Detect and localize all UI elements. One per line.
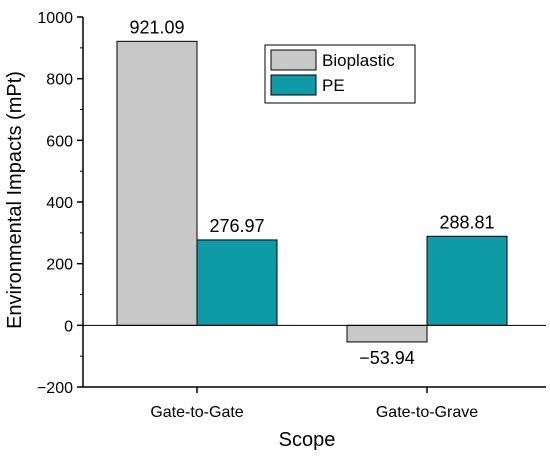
legend-label-bioplastic: Bioplastic: [322, 51, 395, 70]
bar-bioplastic-gate-to-grave: [346, 324, 428, 343]
x-tick-label: Gate-to-Grave: [376, 404, 478, 421]
legend-swatch-bioplastic: [270, 49, 317, 71]
legend-label-pe: PE: [322, 76, 345, 95]
bar-pe-gate-to-gate: [196, 239, 278, 326]
x-tick-label: Gate-to-Gate: [150, 404, 243, 421]
bar-pe-gate-to-grave: [426, 235, 508, 326]
y-tick-label: 0: [64, 318, 73, 335]
data-labels: 921.09 −53.94 276.97 288.81: [129, 17, 494, 368]
y-tick-label: 600: [46, 133, 73, 150]
y-tick-label: 200: [46, 257, 73, 274]
data-label: 921.09: [129, 17, 184, 37]
bars: [116, 40, 508, 343]
x-ticks: Gate-to-Gate Gate-to-Grave: [150, 387, 478, 421]
data-label: 276.97: [209, 216, 264, 236]
bar-bioplastic-gate-to-gate: [116, 40, 198, 326]
y-tick-label: −200: [37, 380, 73, 397]
legend-swatch-pe: [270, 74, 317, 96]
y-ticks: −200 0 200 400 600 800 1000: [37, 10, 83, 397]
y-tick-label: 800: [46, 72, 73, 89]
data-label: −53.94: [359, 348, 415, 368]
y-axis-title: Environmental Impacts (mPt): [4, 71, 26, 329]
data-label: 288.81: [439, 212, 494, 232]
legend: Bioplastic PE: [264, 44, 416, 104]
y-tick-label: 400: [46, 195, 73, 212]
y-tick-label: 1000: [37, 10, 73, 27]
x-axis-title: Scope: [279, 429, 336, 451]
